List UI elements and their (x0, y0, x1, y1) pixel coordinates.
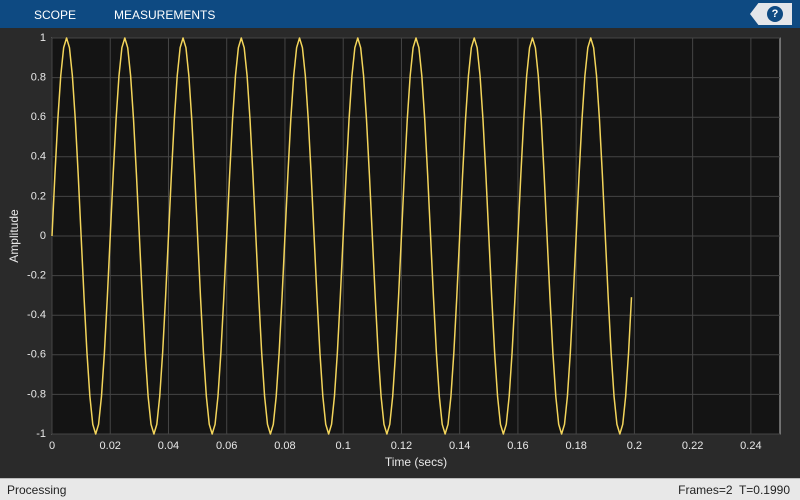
chart: -1 -0.8 -0.6 -0.4 -0.2 0 0.2 0.4 0.6 0.8 1 0 0.02 0.0… (7, 32, 781, 469)
x-tick-label: 0 (49, 440, 55, 452)
status-bar: Processing Frames=2 T=0.1990 (0, 478, 800, 500)
x-tick-label: 0.02 (100, 440, 121, 452)
x-tick-label: 0.1 (336, 440, 351, 452)
y-axis-label: Amplitude (7, 209, 21, 263)
status-left: Processing (7, 483, 67, 497)
x-axis-label: Time (secs) (385, 455, 447, 469)
y-tick-label: 0.6 (31, 111, 46, 123)
x-tick-label: 0.2 (627, 440, 642, 452)
x-tick-label: 0.12 (391, 440, 412, 452)
help-button[interactable]: ? (750, 3, 792, 25)
scope-tab[interactable]: SCOPE (34, 8, 77, 22)
measurements-tab[interactable]: MEASUREMENTS (114, 8, 216, 22)
signal-line (51, 37, 633, 435)
y-tick-label: 0.4 (31, 151, 46, 163)
status-right: Frames=2 T=0.1990 (678, 483, 790, 497)
y-tick-label: 1 (40, 32, 46, 44)
x-tick-label: 0.04 (158, 440, 179, 452)
help-icon[interactable]: ? (767, 6, 783, 22)
x-tick-label: 0.06 (216, 440, 237, 452)
y-tick-label: -1 (36, 428, 46, 440)
x-tick-label: 0.18 (565, 440, 586, 452)
toolbar: SCOPE MEASUREMENTS ? (0, 0, 800, 28)
x-tick-label: 0.22 (682, 440, 703, 452)
x-tick-label: 0.16 (507, 440, 528, 452)
x-tick-label: 0.14 (449, 440, 470, 452)
x-tick-label: 0.24 (740, 440, 761, 452)
y-tick-label: -0.6 (27, 349, 46, 361)
y-tick-label: 0.2 (31, 190, 46, 202)
y-tick-label: -0.4 (27, 309, 46, 321)
x-tick-label: 0.08 (274, 440, 295, 452)
y-tick-label: -0.8 (27, 388, 46, 400)
y-tick-label: -0.2 (27, 270, 46, 282)
y-tick-label: 0.8 (31, 72, 46, 84)
y-tick-label: 0 (40, 230, 46, 242)
